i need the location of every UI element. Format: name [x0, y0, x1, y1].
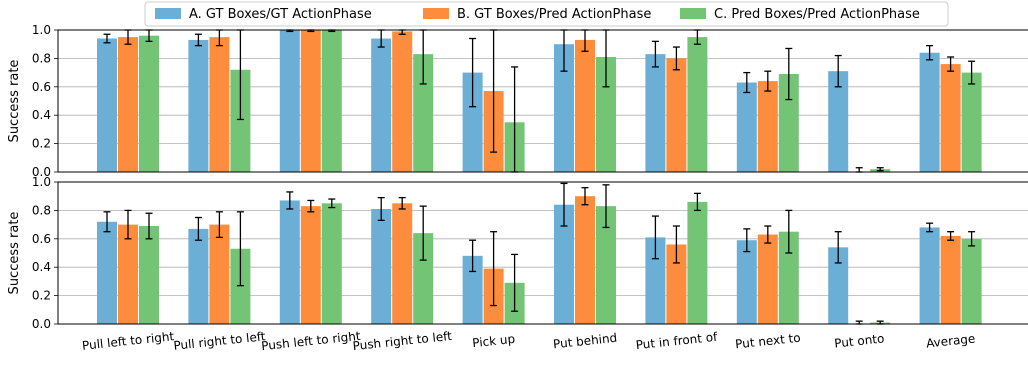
bar	[687, 37, 708, 172]
bar	[300, 206, 321, 324]
bar	[961, 238, 982, 324]
y-tick-label: 0.6	[32, 80, 51, 94]
x-tick-label: Put onto	[834, 331, 885, 350]
y-tick-label: 0.2	[32, 289, 51, 303]
bar	[828, 247, 849, 324]
x-tick-label: Pull left to right	[81, 329, 175, 353]
bar	[778, 74, 799, 172]
bar	[279, 200, 300, 324]
bar	[97, 38, 117, 172]
bar	[462, 255, 483, 324]
legend-label: C. Pred Boxes/Pred ActionPhase	[714, 7, 920, 22]
bar	[687, 201, 708, 324]
y-axis-label: Success rate	[7, 212, 22, 295]
bar	[596, 56, 616, 173]
bar	[97, 221, 117, 324]
bar	[413, 233, 434, 324]
bar	[666, 58, 687, 172]
x-tick-label: Push right to left	[352, 329, 453, 353]
bar	[736, 240, 757, 324]
bar	[321, 203, 342, 324]
x-tick-label: Push left to right	[261, 329, 362, 353]
bar	[940, 64, 961, 172]
y-tick-label: 0.8	[32, 51, 51, 65]
bar	[321, 30, 342, 172]
legend-swatch	[680, 8, 706, 19]
bar	[645, 237, 666, 324]
bar	[757, 81, 778, 172]
legend-swatch	[155, 8, 181, 19]
bar	[392, 31, 413, 173]
bar	[940, 235, 961, 324]
bottom-panel: 0.0 0.2 0.4 0.6 0.8 1.0 Success rate	[7, 175, 1028, 331]
bar	[575, 196, 595, 324]
bar	[596, 206, 616, 324]
bar	[371, 208, 392, 324]
bar	[118, 224, 138, 324]
bar	[462, 72, 483, 172]
bar	[139, 226, 159, 324]
bar	[961, 72, 982, 172]
bar	[575, 39, 595, 172]
bar	[666, 244, 687, 324]
x-tick-label: Pull right to left	[173, 329, 267, 353]
bar	[230, 69, 251, 172]
bar	[209, 224, 230, 324]
y-tick-label: 0.0	[32, 317, 51, 331]
y-tick-label: 0.4	[32, 260, 51, 274]
bar	[778, 231, 799, 324]
legend-swatch	[423, 8, 449, 19]
bar	[118, 37, 138, 172]
bar	[279, 30, 300, 172]
bar	[919, 52, 940, 172]
top-panel: 0.0 0.2 0.4 0.6 0.8 1.0 Success rate	[7, 23, 1028, 179]
x-tick-label: Pick up	[472, 332, 516, 350]
bar	[554, 44, 574, 173]
legend-label: A. GT Boxes/GT ActionPhase	[189, 7, 372, 22]
y-tick-label: 0.6	[32, 232, 51, 246]
legend-frame	[144, 1, 949, 27]
bar	[736, 82, 757, 172]
bar	[645, 54, 666, 172]
y-tick-label: 0.2	[32, 137, 51, 151]
y-axis-label: Success rate	[7, 60, 22, 143]
bar	[188, 228, 209, 324]
y-tick-label: 1.0	[32, 175, 51, 189]
bar	[300, 30, 321, 172]
y-tick-label: 0.4	[32, 108, 51, 122]
bar	[188, 39, 209, 172]
x-tick-label: Put next to	[735, 331, 802, 352]
bar	[139, 35, 159, 173]
bar	[554, 204, 574, 324]
legend-label: B. GT Boxes/Pred ActionPhase	[457, 7, 651, 22]
y-tick-label: 0.8	[32, 203, 51, 217]
bar	[828, 71, 849, 172]
x-tick-label: Put behind	[552, 331, 617, 352]
bar	[413, 54, 434, 172]
y-tick-label: 0.0	[32, 165, 51, 179]
bar	[757, 234, 778, 324]
bar	[371, 38, 392, 172]
x-tick-label: Average	[925, 331, 975, 350]
bar	[392, 203, 413, 324]
bar	[919, 227, 940, 324]
y-tick-label: 1.0	[32, 23, 51, 37]
bar	[230, 248, 251, 324]
x-tick-label: Put in front of	[635, 330, 719, 353]
legend: A. GT Boxes/GT ActionPhase B. GT Boxes/Pr…	[144, 1, 949, 27]
bar	[209, 37, 230, 172]
